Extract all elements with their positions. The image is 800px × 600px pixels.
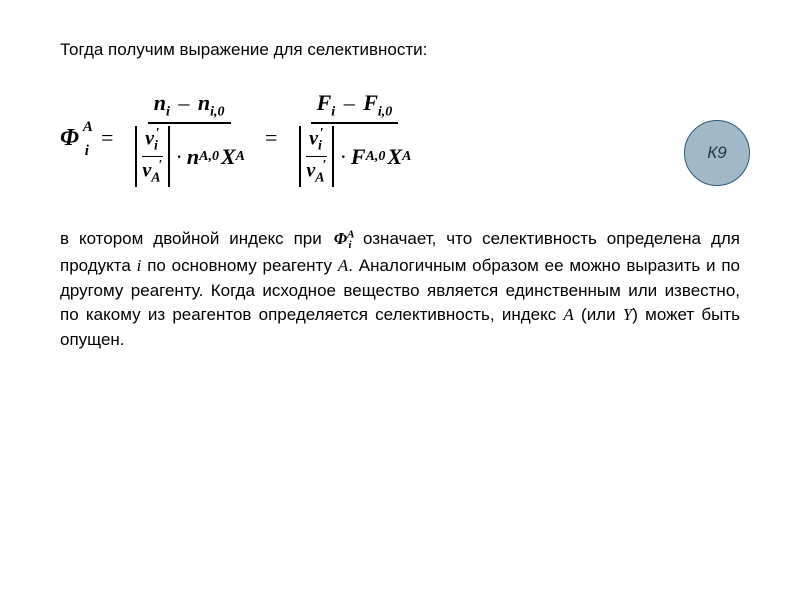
fraction-1-denominator: νi′ νA′ · nA,0 XA bbox=[127, 124, 251, 186]
phi-inline-sub: i bbox=[348, 239, 351, 251]
intro-text: Тогда получим выражение для селективност… bbox=[60, 40, 740, 60]
n-a0: n bbox=[187, 144, 199, 170]
equals-sign-1: = bbox=[101, 125, 113, 151]
phi-base: Φ bbox=[60, 125, 79, 151]
abs-bar-r1 bbox=[168, 126, 170, 186]
prime-2a: ′ bbox=[320, 126, 324, 141]
x-a-sub-1: A bbox=[236, 149, 245, 165]
y-symbol: Y bbox=[623, 305, 632, 324]
dot-2: · bbox=[340, 144, 347, 170]
minus-2: – bbox=[344, 90, 355, 115]
abs-bar-r2 bbox=[332, 126, 334, 186]
f-i: F bbox=[317, 90, 332, 115]
fraction-1-numerator: ni – ni,0 bbox=[148, 90, 231, 124]
prime-1b: ′ bbox=[159, 158, 163, 173]
fraction-1: ni – ni,0 νi′ νA′ · nA,0 XA bbox=[127, 90, 251, 187]
reference-badge: К9 bbox=[684, 120, 750, 186]
minus-1: – bbox=[178, 90, 189, 115]
nu-i-2: νi′ bbox=[306, 126, 327, 157]
fraction-2: Fi – Fi,0 νi′ νA′ · FA,0 XA bbox=[291, 90, 417, 187]
nu-sym-2b: ν bbox=[306, 160, 315, 182]
a-symbol-2: A bbox=[563, 305, 573, 324]
n-i: n bbox=[154, 90, 166, 115]
phi-symbol: Φ A i bbox=[60, 125, 79, 152]
abs-nu-ratio-1: νi′ νA′ bbox=[133, 126, 171, 186]
n-a0-sub: A,0 bbox=[199, 149, 219, 165]
nu-ratio-2: νi′ νA′ bbox=[303, 126, 329, 186]
nu-a-1: νA′ bbox=[139, 157, 165, 187]
i-symbol: i bbox=[137, 256, 142, 275]
body-part1: в котором двойной индекс при bbox=[60, 229, 332, 248]
a-symbol-1: A bbox=[338, 256, 348, 275]
dot-1: · bbox=[176, 144, 183, 170]
n-i0-sub: i,0 bbox=[210, 104, 224, 119]
nu-ratio-1: νi′ νA′ bbox=[139, 126, 165, 186]
nu-sym-1a: ν bbox=[145, 128, 154, 150]
equation-row: Φ A i = ni – ni,0 νi′ νA′ bbox=[60, 90, 740, 187]
phi-superscript: A bbox=[83, 119, 93, 136]
nu-i-sub-2: i bbox=[318, 139, 322, 154]
phi-inline-base: Φ bbox=[334, 229, 347, 248]
f-i0: F bbox=[363, 90, 378, 115]
n-i-sub: i bbox=[166, 104, 170, 119]
x-a-1: X bbox=[221, 144, 236, 170]
badge-label: К9 bbox=[707, 143, 726, 163]
nu-i-1: νi′ bbox=[142, 126, 163, 157]
x-a-2: X bbox=[387, 144, 402, 170]
body-part5: (или bbox=[574, 305, 623, 324]
nu-a-2: νA′ bbox=[303, 157, 329, 187]
nu-sym-2a: ν bbox=[309, 128, 318, 150]
selectivity-equation: Φ A i = ni – ni,0 νi′ νA′ bbox=[60, 90, 417, 187]
f-a0: F bbox=[351, 144, 366, 170]
body-paragraph: в котором двойной индекс при ΦAi означае… bbox=[60, 227, 740, 353]
abs-bar-l2 bbox=[299, 126, 301, 186]
f-i0-sub: i,0 bbox=[378, 104, 392, 119]
prime-2b: ′ bbox=[323, 158, 327, 173]
abs-nu-ratio-2: νi′ νA′ bbox=[297, 126, 335, 186]
nu-sym-1b: ν bbox=[142, 160, 151, 182]
equals-sign-2: = bbox=[265, 125, 277, 151]
nu-i-sub-1: i bbox=[154, 139, 158, 154]
abs-bar-l1 bbox=[135, 126, 137, 186]
x-a-sub-2: A bbox=[402, 149, 411, 165]
body-part3: по основному реагенту bbox=[147, 256, 338, 275]
f-i-sub: i bbox=[331, 104, 335, 119]
phi-subscript: i bbox=[85, 143, 89, 160]
fraction-2-numerator: Fi – Fi,0 bbox=[311, 90, 399, 124]
fraction-2-denominator: νi′ νA′ · FA,0 XA bbox=[291, 124, 417, 186]
f-a0-sub: A,0 bbox=[366, 149, 386, 165]
prime-1a: ′ bbox=[156, 126, 160, 141]
phi-inline: ΦAi bbox=[334, 229, 361, 248]
n-i0: n bbox=[198, 90, 210, 115]
